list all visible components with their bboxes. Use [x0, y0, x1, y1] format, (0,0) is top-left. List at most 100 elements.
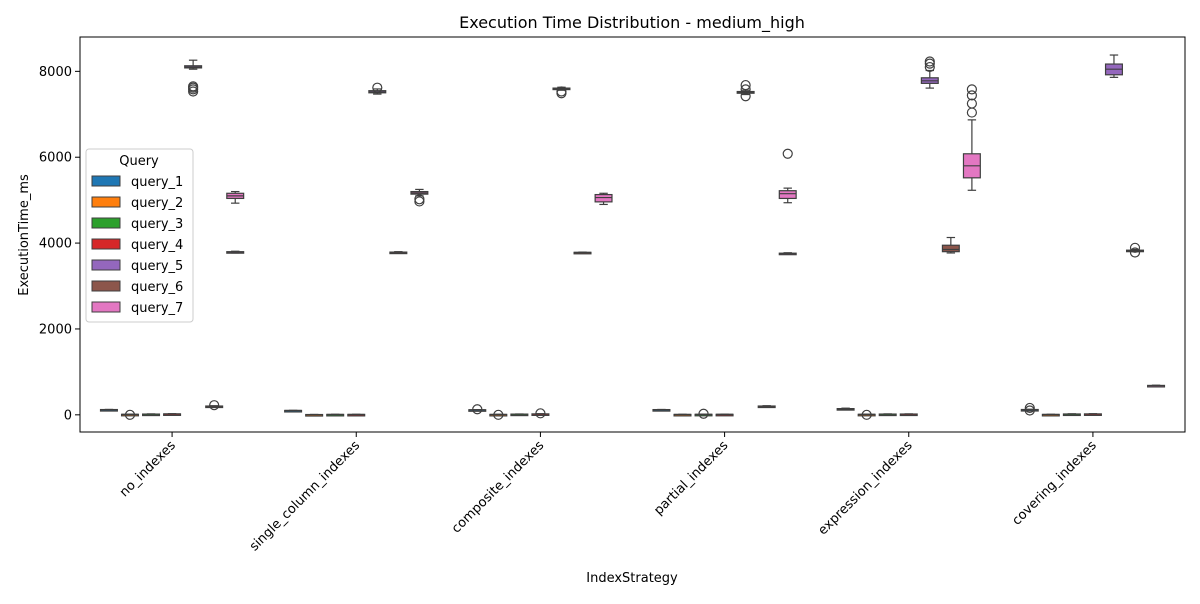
- axes-frame: [79, 36, 1186, 433]
- outlier-point: [1129, 247, 1141, 258]
- outlier-point: [1024, 405, 1035, 416]
- box-query_2-composite_indexes: [489, 409, 508, 420]
- y-tick-label: 2000: [39, 322, 72, 337]
- legend-swatch: [91, 259, 121, 271]
- box-query_1-partial_indexes: [652, 408, 671, 412]
- box-query_5-covering_indexes: [1104, 54, 1123, 78]
- box-query_5-expression_indexes: [920, 56, 939, 89]
- box-extra-0: [226, 190, 245, 204]
- legend-swatch: [91, 238, 121, 250]
- x-tick-label: expression_indexes: [815, 438, 915, 538]
- outlier-point: [966, 107, 977, 118]
- box-query_2-single_column_indexes: [305, 413, 324, 417]
- box-query_4-partial_indexes: [715, 413, 734, 417]
- y-tick-label: 6000: [39, 151, 72, 166]
- box-query_1-no_indexes: [99, 408, 118, 412]
- box-query_1-single_column_indexes: [284, 409, 303, 413]
- chart-title: Execution Time Distribution - medium_hig…: [459, 13, 805, 33]
- box-query_3-single_column_indexes: [326, 413, 345, 417]
- y-tick-label: 8000: [39, 65, 72, 80]
- box-query_4-expression_indexes: [899, 413, 918, 417]
- outlier-point: [740, 84, 751, 95]
- outlier-point: [740, 91, 751, 102]
- outlier-point: [698, 408, 709, 419]
- box-query_4-no_indexes: [163, 413, 182, 416]
- box-query_2-expression_indexes: [857, 409, 876, 420]
- legend-item-query_4: query_4: [91, 238, 183, 253]
- box-query_7-covering_indexes: [1147, 384, 1166, 388]
- outlier-point: [556, 88, 567, 99]
- legend-item-query_2: query_2: [91, 196, 183, 211]
- outlier-point: [124, 409, 136, 420]
- legend-item-query_6: query_6: [91, 280, 183, 295]
- legend-label: query_5: [131, 259, 183, 274]
- box-query_4-single_column_indexes: [347, 413, 366, 417]
- legend-swatch: [91, 175, 121, 187]
- legend-label: query_7: [131, 301, 183, 316]
- outlier-point: [782, 148, 793, 159]
- legend-label: query_2: [131, 196, 183, 211]
- legend-item-query_3: query_3: [91, 217, 183, 232]
- box-query_7-expression_indexes: [962, 84, 981, 191]
- box-query_7-single_column_indexes: [410, 188, 429, 207]
- box-query_1-expression_indexes: [836, 407, 855, 411]
- box-query_6-no_indexes: [205, 400, 224, 411]
- box-query_3-no_indexes: [142, 413, 161, 417]
- box-iqr: [778, 190, 797, 200]
- x-axis: no_indexes single_column_indexes composite…: [117, 432, 1100, 554]
- legend-item-query_1: query_1: [91, 175, 183, 190]
- legend-label: query_4: [131, 238, 183, 253]
- legend-label: query_1: [131, 175, 183, 190]
- box-query_2-covering_indexes: [1041, 413, 1060, 417]
- x-tick-label: partial_indexes: [651, 438, 731, 518]
- outlier-point: [966, 84, 977, 95]
- legend-swatch: [91, 280, 121, 292]
- box-query_6-partial_indexes: [757, 405, 776, 409]
- box-query_1-composite_indexes: [468, 404, 487, 415]
- box-query_7-partial_indexes: [778, 252, 797, 256]
- box-iqr: [594, 193, 613, 203]
- y-axis-title: ExecutionTime_ms: [17, 174, 32, 296]
- x-axis-title: IndexStrategy: [586, 571, 678, 586]
- legend: Query query_1query_2query_3query_4query_…: [85, 148, 194, 323]
- outlier-point: [472, 404, 483, 415]
- y-tick-label: 4000: [39, 237, 72, 252]
- outlier-point: [966, 90, 977, 101]
- x-tick-label: composite_indexes: [449, 438, 547, 536]
- box-query_3-composite_indexes: [510, 413, 529, 417]
- outlier-point: [493, 409, 504, 420]
- legend-items: query_1 query_2 query_3 query_4 query_5query…: [91, 175, 183, 316]
- box-query_5-no_indexes: [184, 59, 203, 97]
- outlier-point: [924, 58, 935, 69]
- box-iqr: [941, 244, 960, 253]
- y-axis: 0 2000 4000 6000 8000: [39, 65, 80, 423]
- box-query_3-covering_indexes: [1062, 413, 1081, 417]
- box-query_5-composite_indexes: [552, 86, 571, 99]
- legend-item-query_7: query_7: [91, 301, 183, 316]
- legend-swatch: [91, 301, 121, 313]
- outlier-point: [1024, 402, 1035, 414]
- y-tick-label: 0: [64, 408, 72, 423]
- box-query_3-expression_indexes: [878, 413, 897, 417]
- box-extra-1: [778, 148, 797, 204]
- outlier-point: [740, 79, 751, 91]
- outlier-point: [414, 196, 425, 207]
- legend-title: Query: [119, 154, 159, 169]
- box-query_7-composite_indexes: [594, 192, 613, 206]
- legend-label: query_3: [131, 217, 183, 232]
- box-query_5-single_column_indexes: [368, 82, 387, 95]
- legend-swatch: [91, 217, 121, 229]
- outlier-point: [924, 61, 935, 73]
- legend-label: query_6: [131, 280, 183, 295]
- outlier-point: [209, 400, 220, 411]
- x-tick-label: single_column_indexes: [247, 438, 363, 554]
- box-query_1-covering_indexes: [1020, 402, 1039, 416]
- legend-frame: [85, 148, 194, 323]
- x-tick-label: covering_indexes: [1009, 438, 1099, 528]
- legend-item-query_5: query_5: [91, 259, 183, 274]
- outlier-point: [372, 82, 383, 93]
- box-query_5-partial_indexes: [736, 79, 755, 102]
- x-tick-label: no_indexes: [117, 438, 179, 500]
- box-query_4-covering_indexes: [1083, 413, 1102, 416]
